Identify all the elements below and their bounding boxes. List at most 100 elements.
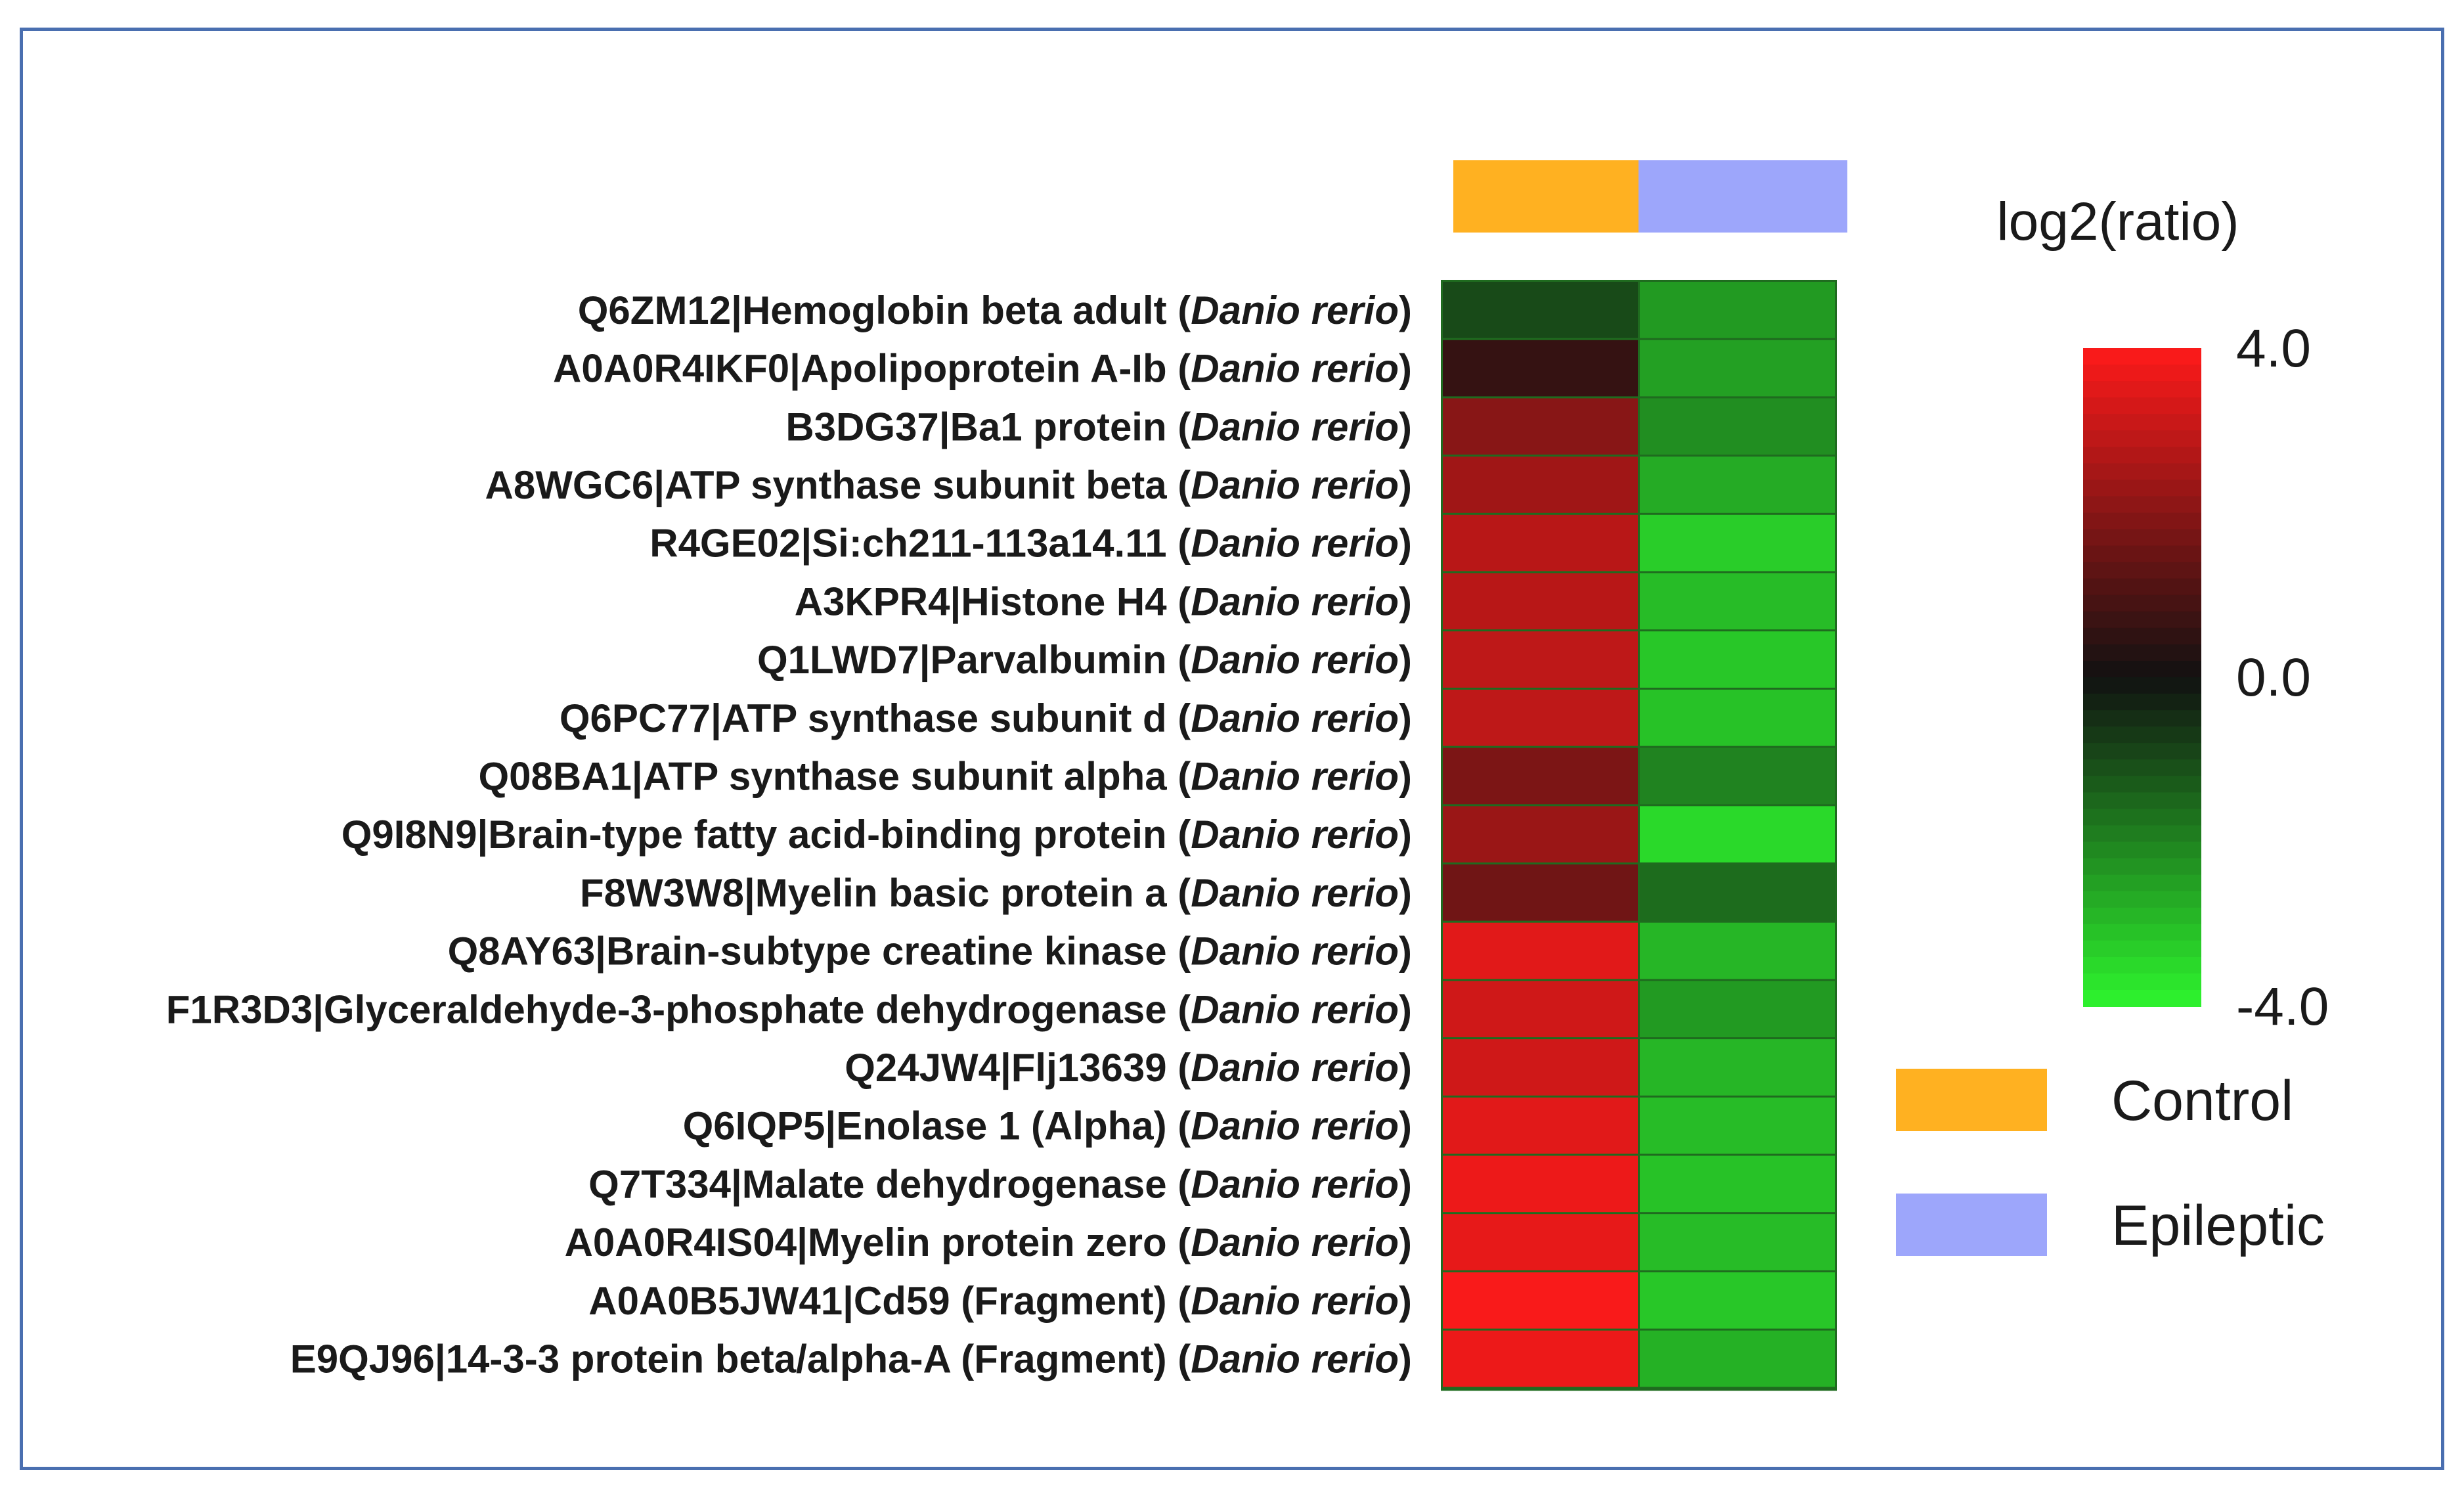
color-scale-step [2083,496,2201,514]
color-scale-step [2083,891,2201,908]
heatmap-cell [1640,514,1835,571]
heatmap-cells [1441,280,1837,1391]
color-scale-step [2083,907,2201,925]
color-scale-step [2083,644,2201,661]
group-annotation-bar [1453,160,1847,233]
heatmap-cell [1443,1330,1638,1387]
color-scale-step [2083,594,2201,612]
heatmap-cell [1443,1272,1638,1329]
row-label: F8W3W8|Myelin basic protein a (Danio rer… [580,871,1412,916]
heatmap-cell [1640,631,1835,688]
color-scale-step [2083,776,2201,793]
heatmap-cell [1443,631,1638,688]
color-scale-tick-label: 0.0 [2236,648,2311,707]
heatmap-cell [1640,1330,1835,1387]
color-scale-step [2083,743,2201,761]
legend-label-epileptic: Epileptic [2111,1194,2325,1257]
heatmap-cell [1443,1097,1638,1154]
row-label: Q1LWD7|Parvalbumin (Danio rerio) [757,638,1412,682]
color-scale-step [2083,694,2201,711]
color-scale-step [2083,710,2201,728]
heatmap-cell [1640,340,1835,397]
heatmap-cell [1640,398,1835,455]
group-bar-epileptic [1639,160,1847,233]
heatmap-cell [1640,689,1835,746]
heatmap-cell [1640,1272,1835,1329]
color-scale-step [2083,447,2201,464]
color-scale-step [2083,529,2201,547]
color-scale-step [2083,825,2201,843]
color-scale-step [2083,430,2201,448]
color-scale-step [2083,463,2201,481]
heatmap-cell [1640,864,1835,921]
color-scale-bar [2083,348,2201,1007]
color-scale-step [2083,660,2201,678]
row-label: Q7T334|Malate dehydrogenase (Danio rerio… [588,1162,1412,1207]
row-label: Q08BA1|ATP synthase subunit alpha (Danio… [478,754,1412,799]
row-label: Q6IQP5|Enolase 1 (Alpha) (Danio rerio) [683,1104,1412,1149]
heatmap-cell [1640,1214,1835,1270]
color-scale-tick-label: 4.0 [2236,319,2311,378]
heatmap-cell [1640,457,1835,513]
color-scale-step [2083,973,2201,991]
color-scale-title: log2(ratio) [1996,192,2239,252]
color-scale-step [2083,397,2201,415]
heatmap-cell [1443,981,1638,1038]
color-scale-step [2083,858,2201,876]
row-labels: Q6ZM12|Hemoglobin beta adult (Danio reri… [166,288,1412,1382]
color-scale-step [2083,414,2201,432]
legend-swatch-epileptic [1896,1194,2047,1256]
color-scale-step [2083,381,2201,399]
color-scale-step [2083,512,2201,530]
heatmap-cell [1640,806,1835,862]
row-label: Q9I8N9|Brain-type fatty acid-binding pro… [341,813,1412,857]
color-scale-step [2083,578,2201,596]
heatmap-cell [1640,282,1835,338]
color-scale-step [2083,726,2201,744]
row-label: Q6ZM12|Hemoglobin beta adult (Danio reri… [578,288,1412,333]
color-scale-step [2083,545,2201,563]
heatmap-cell [1640,748,1835,805]
row-label: F1R3D3|Glyceraldehyde-3-phosphate dehydr… [166,987,1412,1032]
color-scale-step [2083,348,2201,366]
color-scale-step [2083,841,2201,859]
heatmap-cell [1443,1039,1638,1096]
color-scale-step [2083,924,2201,941]
color-scale-step [2083,365,2201,382]
heatmap-cell [1443,573,1638,630]
heatmap-cell [1443,689,1638,746]
row-label: A0A0R4IKF0|Apolipoprotein A-Ib (Danio re… [553,347,1412,391]
row-label: A8WGC6|ATP synthase subunit beta (Danio … [485,463,1412,508]
heatmap-cell [1640,573,1835,630]
heatmap-cell [1443,1214,1638,1270]
color-scale-step [2083,611,2201,629]
row-label: Q8AY63|Brain-subtype creatine kinase (Da… [448,929,1412,974]
row-label: A0A0B5JW41|Cd59 (Fragment) (Danio rerio) [588,1279,1412,1324]
row-label: B3DG37|Ba1 protein (Danio rerio) [785,405,1412,449]
color-scale-tick-label: -4.0 [2236,977,2329,1037]
color-scale-step [2083,792,2201,810]
heatmap-cell [1443,922,1638,979]
row-label: A0A0R4IS04|Myelin protein zero (Danio re… [565,1220,1412,1265]
color-scale-step [2083,874,2201,892]
color-scale-ticks: 4.0 0.0 -4.0 [2236,319,2329,1037]
row-label: Q24JW4|Flj13639 (Danio rerio) [845,1046,1412,1090]
color-scale-step [2083,759,2201,777]
heatmap-cell [1640,922,1835,979]
heatmap-cell [1443,748,1638,805]
heatmap-cell [1443,514,1638,571]
legend: Control Epileptic [1896,1069,2325,1257]
color-scale-step [2083,562,2201,579]
heatmap-cell [1640,1097,1835,1154]
row-label: R4GE02|Si:ch211-113a14.11 (Danio rerio) [649,522,1412,566]
color-scale-step [2083,677,2201,695]
color-scale-step [2083,940,2201,958]
color-scale-step [2083,809,2201,826]
heatmap-chart: Q6ZM12|Hemoglobin beta adult (Danio reri… [166,160,2329,1391]
group-bar-control [1453,160,1639,233]
row-label: Q6PC77|ATP synthase subunit d (Danio rer… [560,696,1412,741]
heatmap-cell [1443,1155,1638,1213]
legend-swatch-control [1896,1069,2047,1131]
heatmap-cell [1640,1039,1835,1096]
heatmap-cell [1443,457,1638,513]
